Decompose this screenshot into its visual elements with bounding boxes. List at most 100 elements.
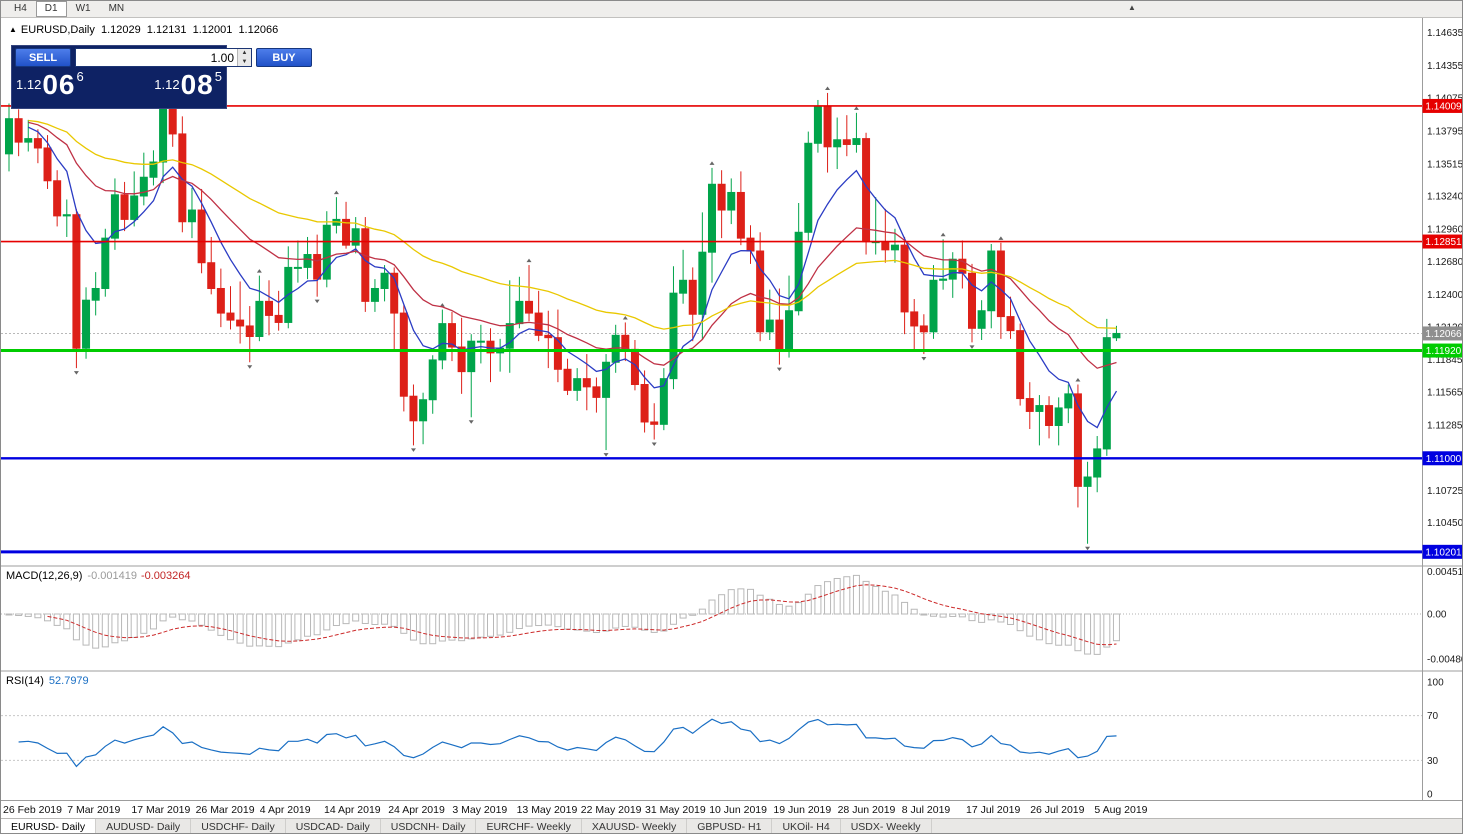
bid-main: 06: [42, 69, 76, 100]
svg-text:1.12680: 1.12680: [1427, 257, 1463, 268]
sell-button[interactable]: SELL: [15, 48, 71, 67]
date-label: 28 Jun 2019: [837, 804, 896, 816]
date-label: 4 Apr 2019: [259, 804, 311, 816]
ask-main: 08: [180, 69, 214, 100]
date-label: 8 Jul 2019: [901, 804, 951, 816]
chart-tab-bar: EURUSD- Daily AUDUSD- Daily USDCHF- Daily U…: [1, 818, 1462, 833]
low-value: 1.12001: [192, 24, 233, 36]
ask-price: 1.12 08 5: [154, 68, 222, 102]
date-label: 13 May 2019: [516, 804, 578, 816]
volume-up-icon[interactable]: ▲: [238, 49, 251, 58]
panel-toggle-icon[interactable]: ▲: [9, 25, 17, 34]
date-label: 26 Jul 2019: [1030, 804, 1085, 816]
chart-collapse-icon[interactable]: ▲: [1128, 3, 1136, 12]
svg-text:0: 0: [1427, 790, 1433, 801]
ask-prefix: 1.12: [154, 77, 180, 92]
svg-text:1.11920: 1.11920: [1426, 346, 1462, 357]
date-label: 22 May 2019: [580, 804, 642, 816]
svg-text:30: 30: [1427, 756, 1439, 767]
volume-input[interactable]: [76, 49, 237, 66]
svg-text:-0.004806: -0.004806: [1427, 655, 1463, 666]
svg-text:1.14355: 1.14355: [1427, 61, 1463, 72]
timeframe-toolbar: H4 D1 W1 MN ▲: [1, 1, 1462, 18]
date-label: 17 Mar 2019: [131, 804, 191, 816]
macd-title: MACD(12,26,9): [6, 570, 83, 582]
macd-signal-line: [47, 584, 1117, 646]
chart-tab-eurusd-daily[interactable]: EURUSD- Daily: [1, 819, 97, 833]
buy-button[interactable]: BUY: [256, 48, 312, 67]
svg-text:1.11000: 1.11000: [1426, 454, 1462, 465]
date-label: 19 Jun 2019: [773, 804, 832, 816]
date-label: 10 Jun 2019: [709, 804, 767, 816]
bid-pip: 6: [76, 69, 84, 84]
volume-box: ▲ ▼: [75, 48, 252, 67]
timeframe-buttons: H4 D1 W1 MN: [5, 1, 133, 17]
svg-text:0.00: 0.00: [1427, 610, 1447, 621]
date-axis[interactable]: 26 Feb 2019 7 Mar 2019 17 Mar 2019 26 Mar 2…: [1, 800, 1462, 818]
price-chart-canvas[interactable]: 1.146351.143551.140751.137951.135151.132…: [1, 18, 1463, 800]
date-label: 7 Mar 2019: [67, 804, 121, 816]
chart-tab-audusd-daily[interactable]: AUDUSD- Daily: [96, 819, 192, 833]
svg-text:1.12960: 1.12960: [1427, 224, 1463, 235]
svg-text:1.10450: 1.10450: [1427, 518, 1463, 529]
ma-slow-line: [28, 119, 1117, 330]
close-value: 1.12066: [238, 24, 279, 36]
rsi-indicator-label: RSI(14) 52.7979: [6, 675, 89, 687]
svg-text:1.12066: 1.12066: [1425, 329, 1462, 340]
date-label: 26 Feb 2019: [3, 804, 62, 816]
one-click-trading-panel: SELL ▲ ▼ BUY 1.12 06 6 1.12 08 5: [11, 45, 312, 109]
symbol-period-label: EURUSD,Daily: [20, 24, 95, 36]
svg-text:1.11565: 1.11565: [1427, 388, 1463, 399]
svg-text:0.004517: 0.004517: [1427, 567, 1463, 578]
svg-text:1.12400: 1.12400: [1427, 290, 1463, 301]
volume-down-icon[interactable]: ▼: [238, 57, 251, 66]
macd-indicator-label: MACD(12,26,9) -0.001419 -0.003264: [6, 570, 191, 582]
chart-info-line: ▲ EURUSD,Daily 1.12029 1.12131 1.12001 1.…: [9, 24, 281, 36]
chart-tab-gbpusd-h1[interactable]: GBPUSD- H1: [687, 819, 773, 833]
svg-text:1.11285: 1.11285: [1427, 420, 1463, 431]
macd-histogram: [5, 574, 1120, 655]
svg-text:1.10725: 1.10725: [1427, 486, 1463, 497]
date-label: 5 Aug 2019: [1094, 804, 1148, 816]
timeframe-mn[interactable]: MN: [108, 3, 125, 14]
date-label: 14 Apr 2019: [324, 804, 381, 816]
macd-main-value: -0.001419: [87, 570, 137, 582]
timeframe-w1[interactable]: W1: [75, 3, 91, 14]
chart-tab-usdx-weekly[interactable]: USDX- Weekly: [841, 819, 932, 833]
date-label: 17 Jul 2019: [966, 804, 1021, 816]
svg-text:70: 70: [1427, 711, 1439, 722]
svg-text:1.14635: 1.14635: [1427, 28, 1463, 39]
svg-text:1.10201: 1.10201: [1425, 547, 1462, 558]
svg-text:1.13795: 1.13795: [1427, 126, 1463, 137]
high-value: 1.12131: [146, 24, 187, 36]
svg-text:1.13515: 1.13515: [1427, 159, 1463, 170]
chart-tab-usdchf-daily[interactable]: USDCHF- Daily: [191, 819, 286, 833]
timeframe-d1[interactable]: D1: [35, 1, 67, 17]
svg-text:100: 100: [1427, 678, 1444, 689]
ma-mid-line: [28, 121, 1117, 369]
ask-pip: 5: [214, 69, 222, 84]
svg-text:1.13240: 1.13240: [1427, 191, 1463, 202]
rsi-title: RSI(14): [6, 675, 44, 687]
macd-signal-value: -0.003264: [140, 570, 191, 582]
ma-fast-line: [28, 126, 1118, 429]
open-value: 1.12029: [100, 24, 141, 36]
svg-text:1.14009: 1.14009: [1425, 101, 1462, 112]
chart-tab-usdcnh-daily[interactable]: USDCNH- Daily: [381, 819, 477, 833]
date-label: 31 May 2019: [645, 804, 706, 816]
rsi-line: [18, 718, 1117, 768]
timeframe-h4[interactable]: H4: [14, 3, 27, 14]
chart-tab-usdcad-daily[interactable]: USDCAD- Daily: [286, 819, 381, 833]
volume-stepper: ▲ ▼: [237, 49, 251, 66]
svg-text:1.11845: 1.11845: [1427, 355, 1463, 366]
svg-text:1.12851: 1.12851: [1425, 237, 1462, 248]
date-label: 24 Apr 2019: [388, 804, 445, 816]
chart-tab-eurchf-weekly[interactable]: EURCHF- Weekly: [476, 819, 582, 833]
date-label: 26 Mar 2019: [195, 804, 255, 816]
chart-tab-xauusd-weekly[interactable]: XAUUSD- Weekly: [582, 819, 688, 833]
rsi-value: 52.7979: [48, 675, 89, 687]
bid-price: 1.12 06 6: [16, 68, 84, 102]
chart-tab-ukoil-h4[interactable]: UKOil- H4: [772, 819, 841, 833]
date-label: 3 May 2019: [452, 804, 508, 816]
